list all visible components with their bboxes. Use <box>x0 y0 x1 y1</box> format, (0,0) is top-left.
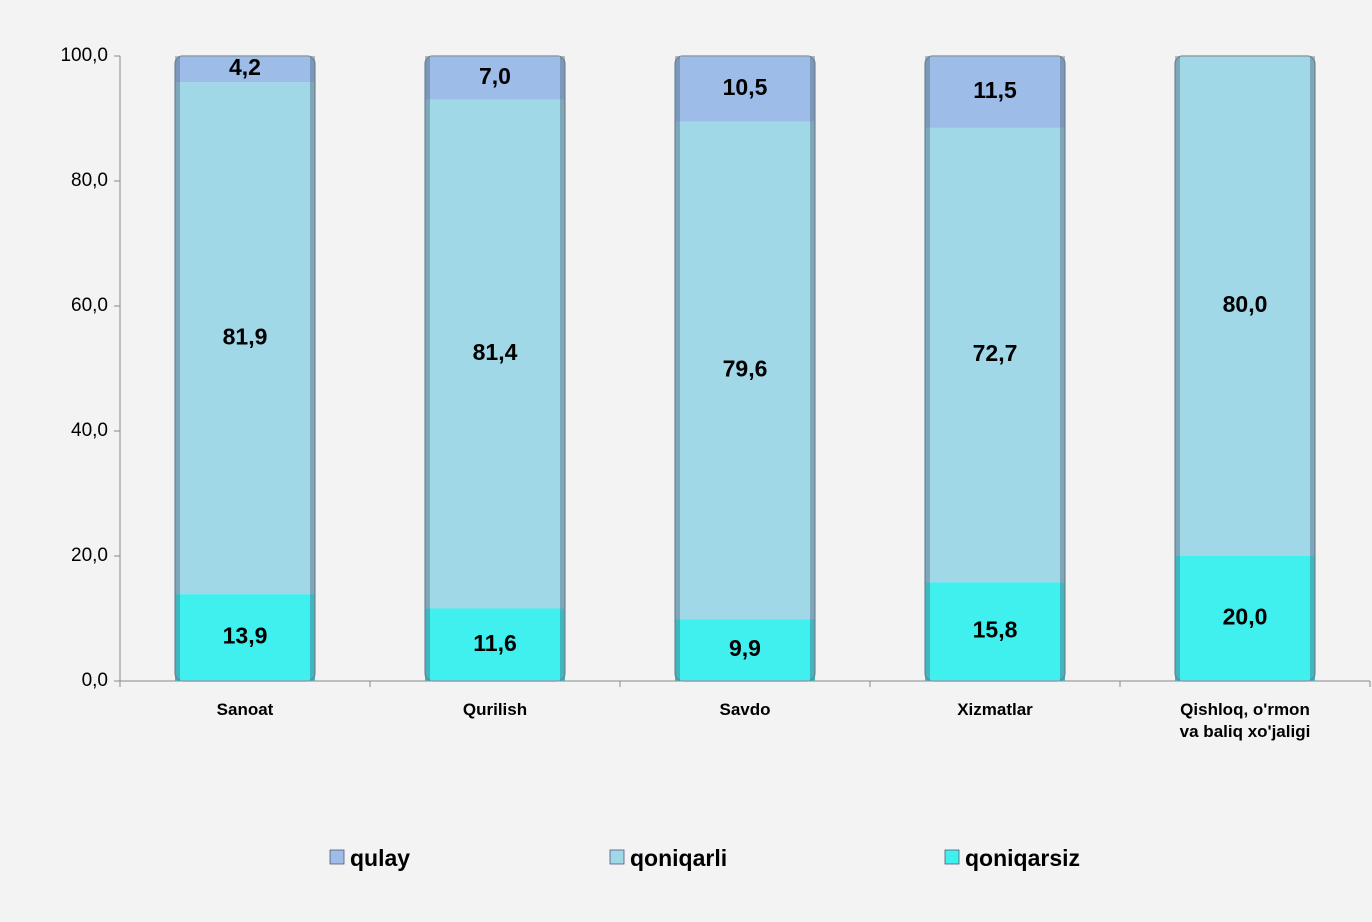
bar-segment <box>675 619 815 681</box>
data-label: 81,9 <box>223 323 268 349</box>
bar-outline <box>424 55 566 682</box>
x-tick-label: Qishloq, o'rmon va baliq xo'jaligi <box>1179 700 1311 741</box>
bar-outline <box>924 55 1066 682</box>
legend-label: qulay <box>350 845 410 871</box>
data-label: 72,7 <box>973 340 1018 366</box>
x-tick-label: Qurilish <box>462 700 528 719</box>
bar-segment <box>925 127 1065 583</box>
data-label: 9,9 <box>729 635 761 661</box>
legend-label: qoniqarli <box>630 845 727 871</box>
data-label: 7,0 <box>479 63 511 89</box>
bar-segment <box>1175 556 1315 681</box>
bar-segment <box>425 56 565 100</box>
legend-swatch <box>329 849 345 865</box>
bar-segment <box>175 82 315 595</box>
y-tick-label: 100,0 <box>60 45 108 66</box>
bar-segment <box>925 582 1065 681</box>
bar-segment <box>425 608 565 681</box>
data-label: 80,0 <box>1223 291 1268 317</box>
bar-shade-right <box>810 56 815 681</box>
data-label: 10,5 <box>723 74 768 100</box>
data-label: 79,6 <box>723 355 768 381</box>
bar-segment <box>175 594 315 681</box>
legend-swatch <box>609 849 625 865</box>
data-label: 20,0 <box>1223 604 1268 630</box>
data-label: 11,5 <box>973 77 1017 103</box>
bar-segment <box>425 99 565 609</box>
bar-shade-left <box>925 56 930 681</box>
legend-label: qoniqarsiz <box>965 845 1080 871</box>
bar-shade-right <box>310 56 315 681</box>
bar-segment <box>1175 56 1315 556</box>
bar-outline <box>1174 55 1316 682</box>
bar-shade-left <box>175 56 180 681</box>
bar-shade-left <box>675 56 680 681</box>
y-tick-label: 80,0 <box>71 170 108 191</box>
bar-shade-right <box>560 56 565 681</box>
bar-shade-left <box>425 56 430 681</box>
x-tick-label: Xizmatlar <box>957 700 1033 719</box>
y-tick-label: 0,0 <box>82 670 108 691</box>
bar-segment <box>175 56 315 83</box>
bar-segment <box>675 121 815 620</box>
x-tick-label: Sanoat <box>216 700 274 719</box>
legend-swatch <box>944 849 960 865</box>
data-label: 11,6 <box>473 630 517 656</box>
y-tick-label: 20,0 <box>71 545 108 566</box>
y-tick-label: 40,0 <box>71 420 108 441</box>
bar-segment <box>675 56 815 122</box>
bar-shade-left <box>1175 56 1180 681</box>
data-label: 13,9 <box>223 623 268 649</box>
data-label: 15,8 <box>973 617 1018 643</box>
data-label: 81,4 <box>473 339 518 365</box>
bar-outline <box>174 55 316 682</box>
y-tick-label: 60,0 <box>71 295 108 316</box>
bar-segment <box>925 56 1065 128</box>
data-label: 4,2 <box>229 54 261 80</box>
bar-outline <box>674 55 816 682</box>
bar-shade-right <box>1310 56 1315 681</box>
x-tick-label: Savdo <box>719 700 771 719</box>
bar-shade-right <box>1060 56 1065 681</box>
